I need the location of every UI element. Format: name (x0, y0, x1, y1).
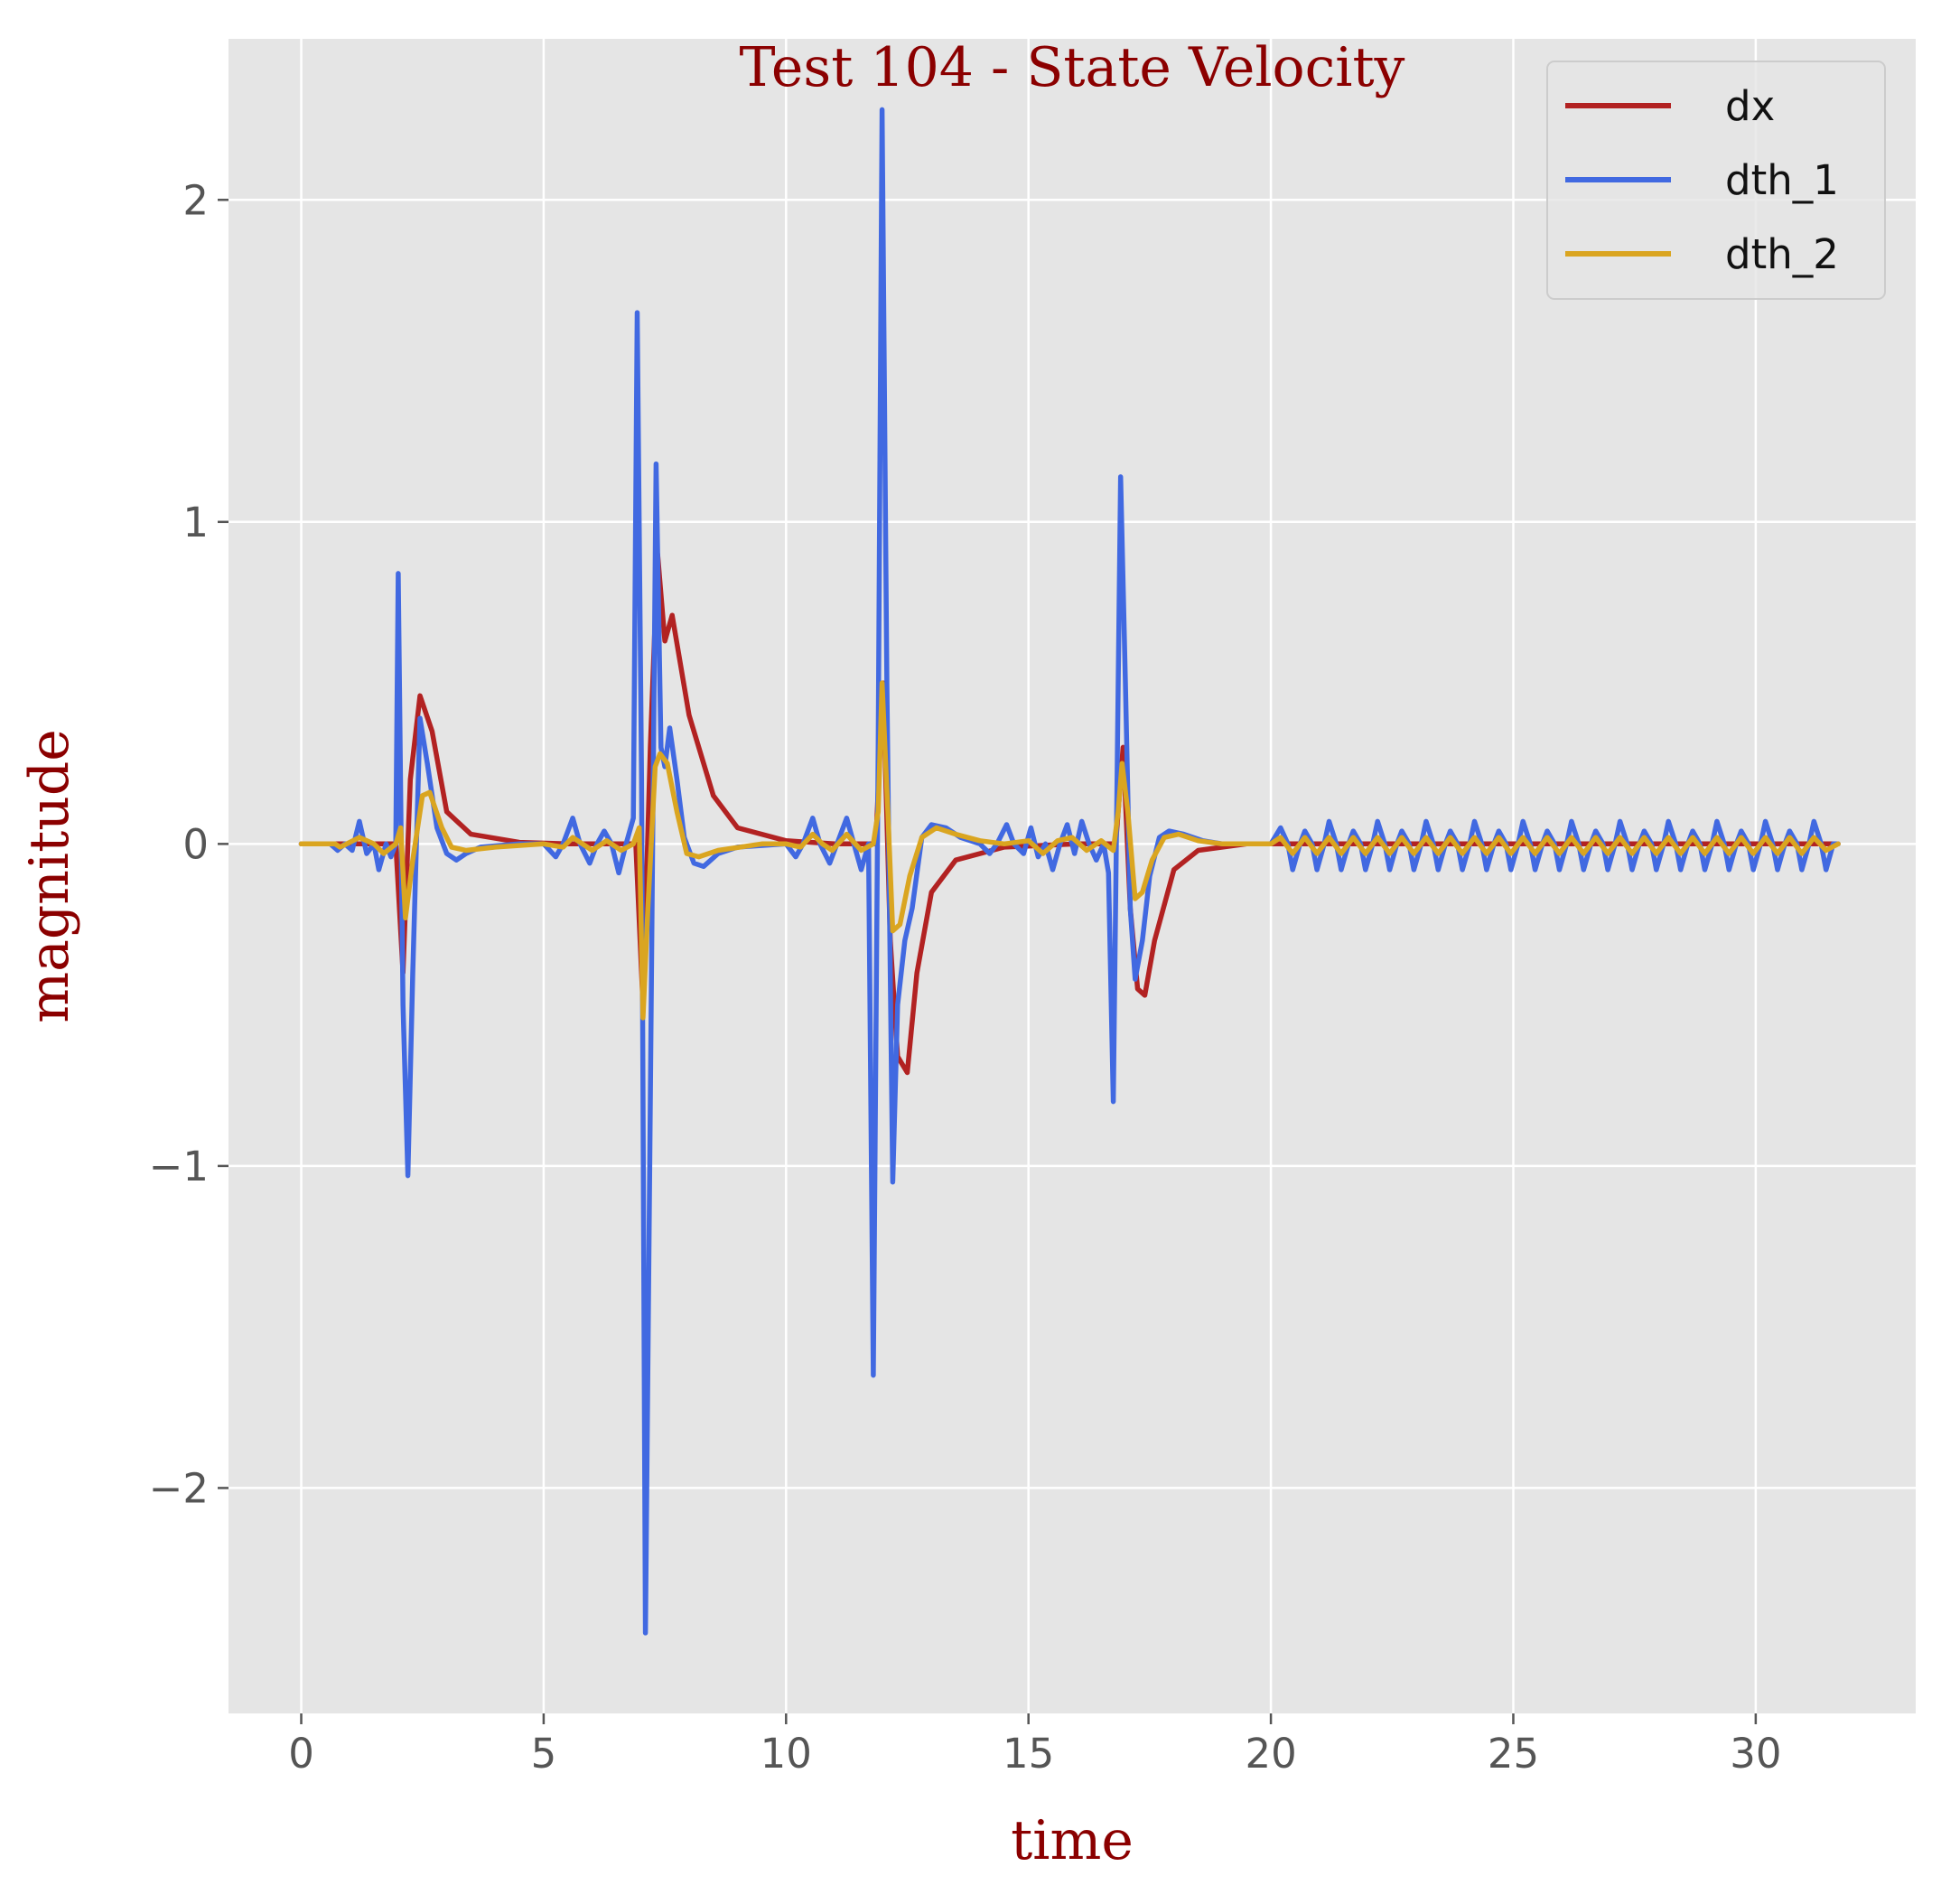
y-tick-label: −1 (149, 1143, 209, 1190)
x-axis-label: time (1011, 1809, 1134, 1872)
x-tick-label: 25 (1488, 1730, 1539, 1778)
plot-area (229, 39, 1916, 1713)
legend: dx dth_1 dth_2 (1546, 61, 1886, 300)
legend-label-dth-2: dth_2 (1725, 230, 1839, 278)
y-tick-label: 2 (182, 176, 209, 224)
y-tick-label: −2 (149, 1464, 209, 1512)
y-axis-label: magnitude (18, 729, 81, 1023)
y-tick-label: 1 (182, 499, 209, 546)
series-lines (298, 107, 1841, 1636)
x-tick-label: 15 (1003, 1730, 1054, 1778)
chart-title: Test 104 - State Velocity (740, 36, 1405, 99)
legend-label-dth-1: dth_1 (1725, 156, 1839, 204)
legend-box (1546, 61, 1886, 300)
legend-label-dx: dx (1725, 82, 1775, 130)
x-tick-label: 30 (1730, 1730, 1781, 1778)
x-tick-label: 10 (761, 1730, 812, 1778)
series-line-dth-2 (298, 680, 1841, 1021)
y-tick-label: 0 (182, 820, 209, 868)
x-tick-label: 5 (531, 1730, 557, 1778)
x-tick-label: 0 (288, 1730, 314, 1778)
x-tick-label: 20 (1245, 1730, 1296, 1778)
